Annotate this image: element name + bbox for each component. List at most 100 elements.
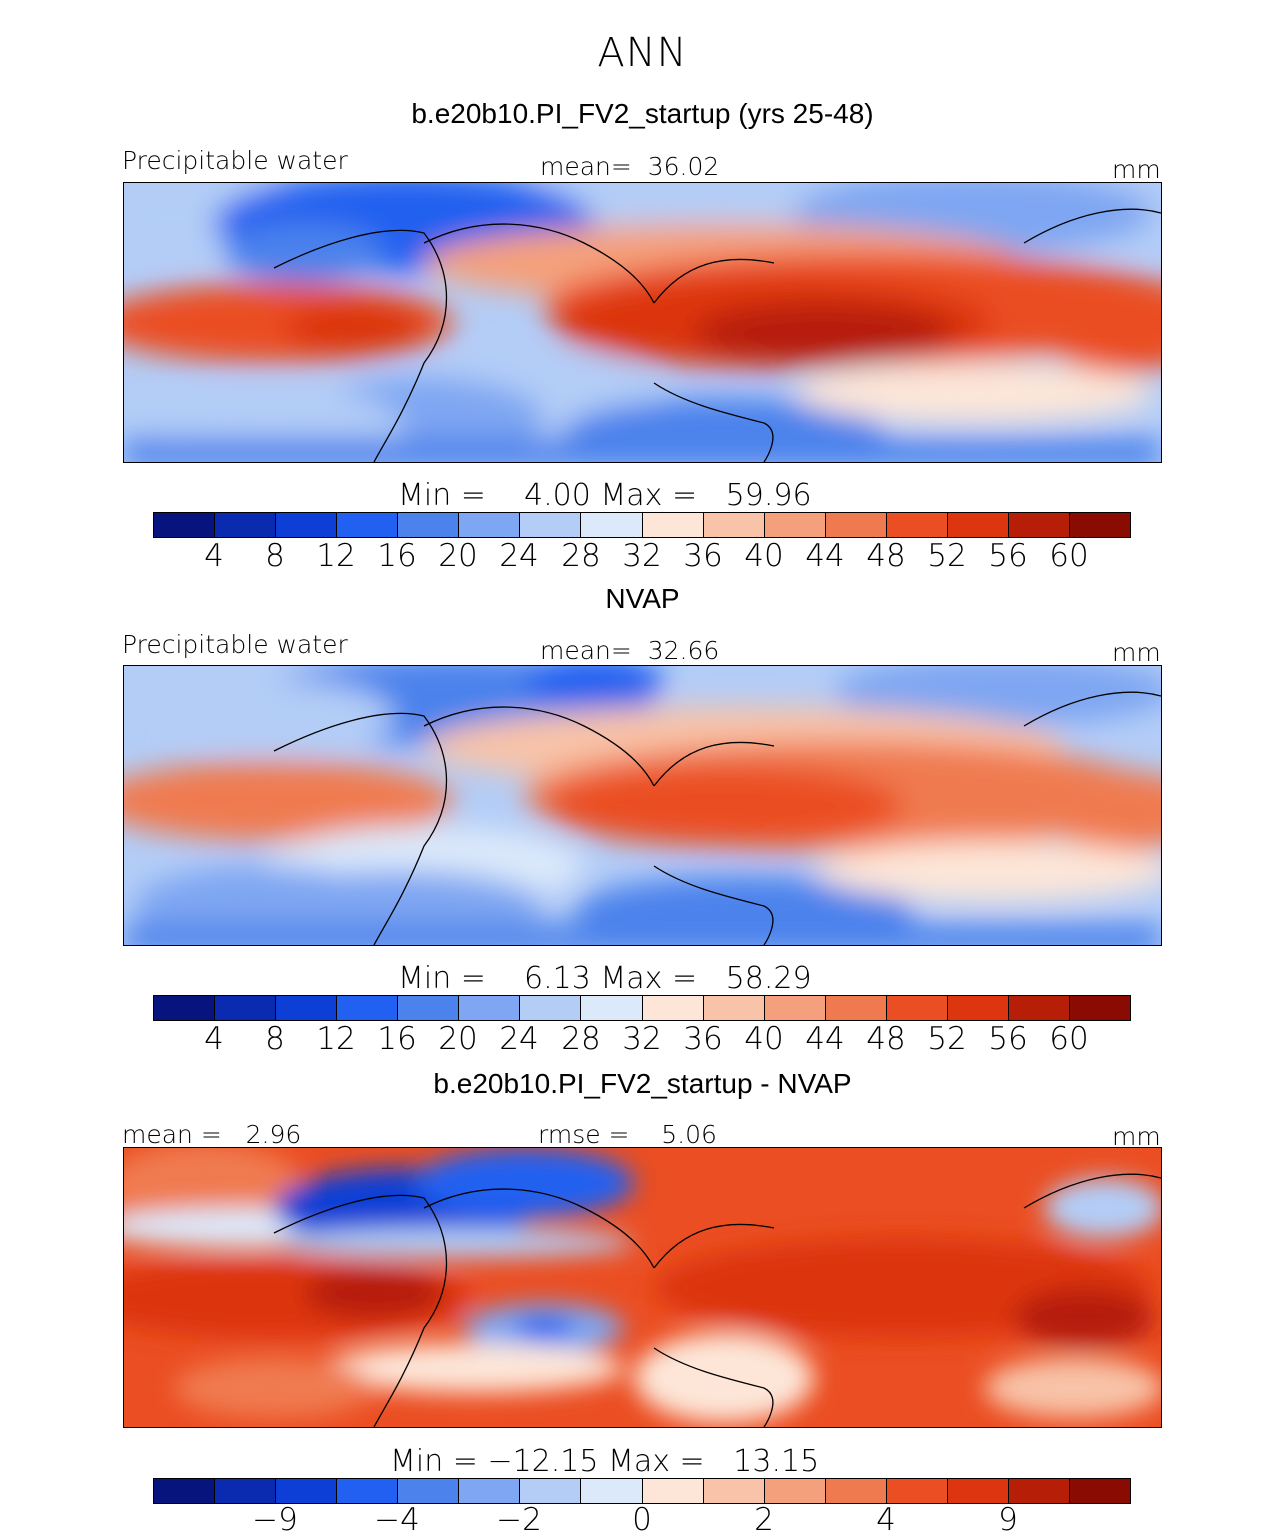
colorbar-bin bbox=[703, 513, 765, 537]
colorbar-bin bbox=[154, 996, 216, 1020]
colorbar-tick: 0 bbox=[632, 1502, 652, 1538]
colorbar-tick: 28 bbox=[561, 1021, 601, 1057]
colorbar-tick: 40 bbox=[744, 538, 784, 574]
colorbar-tick: 32 bbox=[622, 1021, 662, 1057]
colorbar-tick: 16 bbox=[377, 538, 417, 574]
colorbar-tick: 9 bbox=[998, 1502, 1018, 1538]
colorbar-bin bbox=[215, 513, 277, 537]
colorbar-tick: 12 bbox=[316, 1021, 356, 1057]
colorbar-bin bbox=[947, 1479, 1009, 1503]
panel-2-min-max: Min = 6.13 Max = 58.29 bbox=[398, 961, 812, 996]
colorbar-bin bbox=[581, 513, 643, 537]
colorbar-bin bbox=[459, 996, 521, 1020]
colorbar-tick: 4 bbox=[204, 1021, 224, 1057]
colorbar-bin bbox=[154, 513, 216, 537]
colorbar-bin bbox=[642, 1479, 704, 1503]
colorbar-tick: 16 bbox=[377, 1021, 417, 1057]
colorbar-bin bbox=[520, 1479, 582, 1503]
colorbar-bin bbox=[1069, 513, 1130, 537]
panel-3-min-max: Min = −12.15 Max = 13.15 bbox=[390, 1444, 820, 1479]
colorbar-bin bbox=[1008, 513, 1070, 537]
figure-title: ANN bbox=[597, 30, 688, 76]
colorbar-tick: 24 bbox=[499, 1021, 539, 1057]
panel-3-mean-label: mean = 2.96 bbox=[122, 1120, 302, 1149]
colorbar-bin bbox=[398, 1479, 460, 1503]
colorbar-bin bbox=[459, 513, 521, 537]
colorbar-tick: 48 bbox=[866, 1021, 906, 1057]
colorbar-tick: 8 bbox=[265, 538, 285, 574]
colorbar-bin bbox=[886, 513, 948, 537]
colorbar-bin bbox=[276, 996, 338, 1020]
colorbar-tick: 60 bbox=[1049, 538, 1089, 574]
panel-1-colorbar-ticks: 4 8 12 16 20 24 28 32 36 40 44 48 52 56 … bbox=[0, 538, 1285, 578]
colorbar-bin bbox=[764, 513, 826, 537]
colorbar-tick: 52 bbox=[927, 1021, 967, 1057]
colorbar-bin bbox=[886, 1479, 948, 1503]
colorbar-tick: 40 bbox=[744, 1021, 784, 1057]
colorbar-tick: 2 bbox=[754, 1502, 774, 1538]
colorbar-tick: −4 bbox=[374, 1502, 420, 1538]
colorbar-tick: 12 bbox=[316, 538, 356, 574]
panel-3-map bbox=[123, 1147, 1162, 1428]
panel-1-units-label: mm bbox=[1112, 155, 1161, 184]
panel-2-colorbar bbox=[153, 995, 1131, 1021]
colorbar-tick: −2 bbox=[496, 1502, 542, 1538]
colorbar-tick: 24 bbox=[499, 538, 539, 574]
colorbar-tick: 52 bbox=[927, 538, 967, 574]
colorbar-bin bbox=[642, 513, 704, 537]
panel-1-map bbox=[123, 182, 1162, 463]
colorbar-bin bbox=[215, 996, 277, 1020]
colorbar-bin bbox=[337, 996, 399, 1020]
colorbar-tick: 4 bbox=[204, 538, 224, 574]
colorbar-tick: 56 bbox=[988, 1021, 1028, 1057]
colorbar-bin bbox=[703, 1479, 765, 1503]
colorbar-tick: 4 bbox=[876, 1502, 896, 1538]
panel-1-variable-label: Precipitable water bbox=[122, 146, 348, 175]
panel-1-min-max: Min = 4.00 Max = 59.96 bbox=[398, 478, 812, 513]
panel-2-units-label: mm bbox=[1112, 638, 1161, 667]
colorbar-bin bbox=[1069, 1479, 1130, 1503]
panel-3-colorbar-ticks: −9 −4 −2 0 2 4 9 bbox=[0, 1502, 1285, 1540]
colorbar-bin bbox=[825, 1479, 887, 1503]
colorbar-tick: 60 bbox=[1049, 1021, 1089, 1057]
panel-2-title: NVAP bbox=[605, 583, 680, 614]
colorbar-tick: 36 bbox=[683, 1021, 723, 1057]
colorbar-bin bbox=[947, 513, 1009, 537]
colorbar-bin bbox=[947, 996, 1009, 1020]
colorbar-bin bbox=[398, 513, 460, 537]
colorbar-tick: 28 bbox=[561, 538, 601, 574]
colorbar-bin bbox=[642, 996, 704, 1020]
colorbar-bin bbox=[398, 996, 460, 1020]
colorbar-bin bbox=[1069, 996, 1130, 1020]
colorbar-bin bbox=[703, 996, 765, 1020]
colorbar-tick: 44 bbox=[805, 538, 845, 574]
colorbar-tick: 48 bbox=[866, 538, 906, 574]
colorbar-bin bbox=[1008, 1479, 1070, 1503]
colorbar-tick: 56 bbox=[988, 538, 1028, 574]
colorbar-bin bbox=[825, 513, 887, 537]
colorbar-bin bbox=[337, 513, 399, 537]
panel-3-colorbar bbox=[153, 1478, 1131, 1504]
panel-2-colorbar-ticks: 4 8 12 16 20 24 28 32 36 40 44 48 52 56 … bbox=[0, 1021, 1285, 1061]
panel-3-title: b.e20b10.PI_FV2_startup - NVAP bbox=[433, 1068, 852, 1099]
panel-1-colorbar bbox=[153, 512, 1131, 538]
colorbar-tick: 8 bbox=[265, 1021, 285, 1057]
panel-2-map bbox=[123, 665, 1162, 946]
colorbar-bin bbox=[581, 996, 643, 1020]
panel-3-units-label: mm bbox=[1112, 1122, 1161, 1151]
panel-1-mean-label: mean= 36.02 bbox=[540, 152, 720, 181]
colorbar-bin bbox=[337, 1479, 399, 1503]
colorbar-bin bbox=[581, 1479, 643, 1503]
colorbar-bin bbox=[520, 996, 582, 1020]
colorbar-bin bbox=[154, 1479, 216, 1503]
colorbar-bin bbox=[1008, 996, 1070, 1020]
colorbar-bin bbox=[764, 1479, 826, 1503]
colorbar-tick: 32 bbox=[622, 538, 662, 574]
colorbar-bin bbox=[520, 513, 582, 537]
colorbar-bin bbox=[276, 513, 338, 537]
colorbar-tick: −9 bbox=[252, 1502, 298, 1538]
panel-2-mean-label: mean= 32.66 bbox=[540, 636, 720, 665]
colorbar-tick: 20 bbox=[438, 1021, 478, 1057]
colorbar-bin bbox=[825, 996, 887, 1020]
colorbar-bin bbox=[886, 996, 948, 1020]
